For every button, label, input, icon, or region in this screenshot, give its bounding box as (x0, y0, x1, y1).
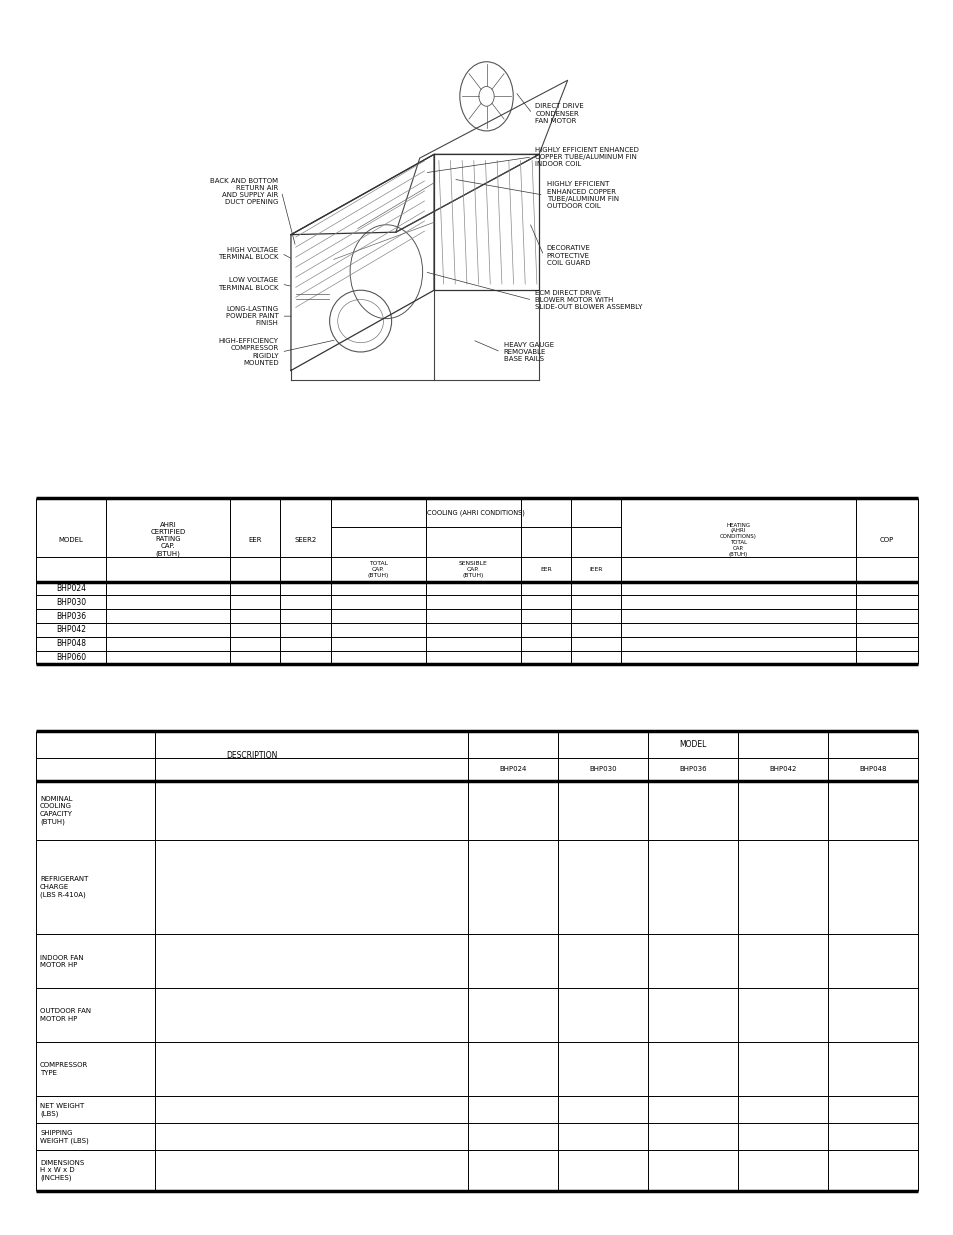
Text: ECM DIRECT DRIVE
BLOWER MOTOR WITH
SLIDE-OUT BLOWER ASSEMBLY: ECM DIRECT DRIVE BLOWER MOTOR WITH SLIDE… (535, 290, 642, 310)
Text: SHIPPING
WEIGHT (LBS): SHIPPING WEIGHT (LBS) (40, 1130, 89, 1144)
Text: BHP030: BHP030 (56, 598, 86, 606)
Text: BHP036: BHP036 (56, 611, 86, 621)
Text: BHP042: BHP042 (768, 767, 796, 772)
Text: COP: COP (879, 537, 893, 542)
Text: REFRIGERANT
CHARGE
(LBS R-410A): REFRIGERANT CHARGE (LBS R-410A) (40, 877, 89, 898)
Text: NET WEIGHT
(LBS): NET WEIGHT (LBS) (40, 1103, 84, 1116)
Text: COMPRESSOR
TYPE: COMPRESSOR TYPE (40, 1062, 89, 1076)
Text: DECORATIVE
PROTECTIVE
COIL GUARD: DECORATIVE PROTECTIVE COIL GUARD (546, 246, 590, 266)
Text: HIGH-EFFICIENCY
COMPRESSOR
RIGIDLY
MOUNTED: HIGH-EFFICIENCY COMPRESSOR RIGIDLY MOUNT… (218, 338, 278, 366)
Text: HIGHLY EFFICIENT
ENHANCED COPPER
TUBE/ALUMINUM FIN
OUTDOOR COIL: HIGHLY EFFICIENT ENHANCED COPPER TUBE/AL… (546, 182, 618, 209)
Text: DIMENSIONS
H x W x D
(INCHES): DIMENSIONS H x W x D (INCHES) (40, 1160, 84, 1181)
Text: HEATING
(AHRI
CONDITIONS)
TOTAL
CAP.
(BTUH): HEATING (AHRI CONDITIONS) TOTAL CAP. (BT… (720, 522, 756, 557)
Text: HIGH VOLTAGE
TERMINAL BLOCK: HIGH VOLTAGE TERMINAL BLOCK (218, 247, 278, 259)
Text: BHP042: BHP042 (56, 625, 86, 635)
Text: BACK AND BOTTOM
RETURN AIR
AND SUPPLY AIR
DUCT OPENING: BACK AND BOTTOM RETURN AIR AND SUPPLY AI… (211, 178, 278, 205)
Text: DESCRIPTION: DESCRIPTION (226, 751, 277, 761)
Text: IEER: IEER (589, 567, 602, 572)
Text: NOMINAL
COOLING
CAPACITY
(BTUH): NOMINAL COOLING CAPACITY (BTUH) (40, 795, 73, 825)
Text: COOLING (AHRI CONDITIONS): COOLING (AHRI CONDITIONS) (427, 509, 524, 516)
Text: OUTDOOR FAN
MOTOR HP: OUTDOOR FAN MOTOR HP (40, 1009, 91, 1021)
Text: EER: EER (248, 537, 262, 542)
Text: BHP024: BHP024 (499, 767, 526, 772)
Text: INDOOR FAN
MOTOR HP: INDOOR FAN MOTOR HP (40, 955, 84, 968)
Text: MODEL: MODEL (59, 537, 84, 542)
Text: LONG-LASTING
POWDER PAINT
FINISH: LONG-LASTING POWDER PAINT FINISH (226, 306, 278, 326)
Text: BHP048: BHP048 (56, 640, 86, 648)
Text: TOTAL
CAP.
(BTUH): TOTAL CAP. (BTUH) (367, 561, 389, 578)
Text: LOW VOLTAGE
TERMINAL BLOCK: LOW VOLTAGE TERMINAL BLOCK (218, 278, 278, 290)
Text: BHP060: BHP060 (56, 653, 86, 662)
Text: DIRECT DRIVE
CONDENSER
FAN MOTOR: DIRECT DRIVE CONDENSER FAN MOTOR (535, 104, 583, 124)
Text: BHP048: BHP048 (858, 767, 885, 772)
Text: AHRI
CERTIFIED
RATING
CAP.
(BTUH): AHRI CERTIFIED RATING CAP. (BTUH) (151, 522, 186, 557)
Text: BHP036: BHP036 (679, 767, 706, 772)
Text: HEAVY GAUGE
REMOVABLE
BASE RAILS: HEAVY GAUGE REMOVABLE BASE RAILS (503, 342, 554, 362)
Text: HIGHLY EFFICIENT ENHANCED
COPPER TUBE/ALUMINUM FIN
INDOOR COIL: HIGHLY EFFICIENT ENHANCED COPPER TUBE/AL… (535, 147, 639, 167)
Text: SEER2: SEER2 (294, 537, 316, 542)
Text: EER: EER (539, 567, 551, 572)
Text: BHP024: BHP024 (56, 584, 86, 593)
Text: MODEL: MODEL (679, 740, 706, 750)
Text: BHP030: BHP030 (589, 767, 617, 772)
Text: SENSIBLE
CAP.
(BTUH): SENSIBLE CAP. (BTUH) (458, 561, 487, 578)
